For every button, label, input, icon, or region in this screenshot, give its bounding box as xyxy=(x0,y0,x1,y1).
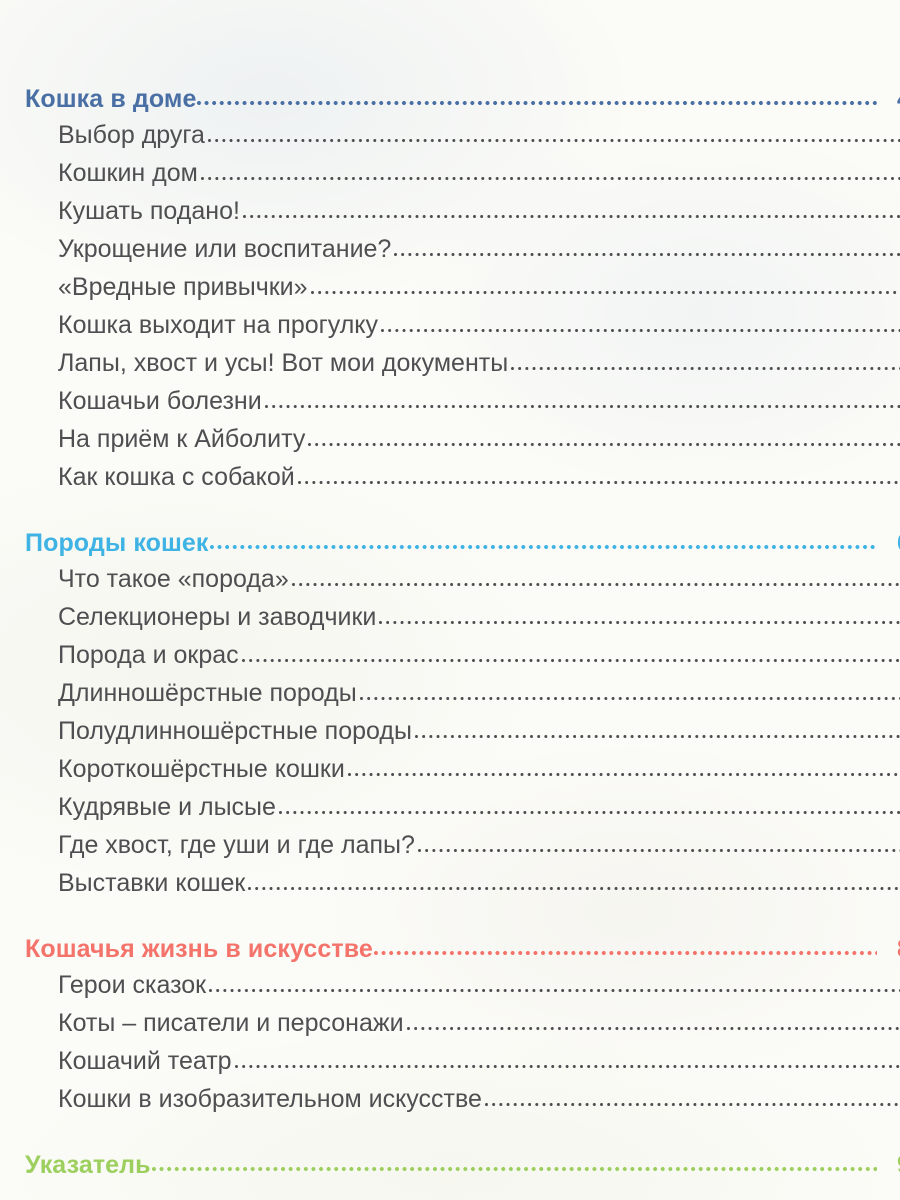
dot-leader xyxy=(347,773,900,777)
index-page-number: 94 xyxy=(879,1148,900,1182)
toc-entry[interactable]: Герои сказок86 xyxy=(0,966,900,1004)
toc-section: Кошачья жизнь в искусстве 86Герои сказок8… xyxy=(0,932,900,1118)
toc-entry[interactable]: Порода и окрас72 xyxy=(0,636,900,674)
dot-leader xyxy=(308,443,900,447)
toc-entry[interactable]: «Вредные привычки»56 xyxy=(0,268,900,306)
toc-entry[interactable]: Выбор друга48 xyxy=(0,116,900,154)
toc-section-heading[interactable]: Породы кошек 68 xyxy=(0,526,900,560)
entry-title: Селекционеры и заводчики xyxy=(58,603,377,631)
dot-leader xyxy=(197,101,877,107)
toc-entry[interactable]: Кушать подано!52 xyxy=(0,192,900,230)
dot-leader xyxy=(484,1103,900,1107)
toc-entry[interactable]: Полудлинношёрстные породы76 xyxy=(0,712,900,750)
dot-leader xyxy=(209,545,878,551)
entry-title: Кошачьи болезни xyxy=(58,387,262,415)
section-title: Породы кошек xyxy=(25,529,209,557)
dot-leader xyxy=(200,177,900,181)
entry-title: Кудрявые и лысые xyxy=(58,793,276,821)
toc-entry[interactable]: На приём к Айболиту64 xyxy=(0,420,900,458)
entry-title: Кошка выходит на прогулку xyxy=(58,311,379,339)
entry-title: Кошачий театр xyxy=(58,1047,232,1075)
toc-entry[interactable]: Что такое «порода»68 xyxy=(0,560,900,598)
dot-leader xyxy=(234,1065,900,1069)
dot-leader xyxy=(151,1167,878,1173)
toc-entry[interactable]: Кошкин дом50 xyxy=(0,154,900,192)
dot-leader xyxy=(209,989,900,993)
toc-index-heading[interactable]: Указатель 94 xyxy=(0,1148,900,1182)
dot-leader xyxy=(248,887,900,891)
entry-title: Кушать подано! xyxy=(58,197,240,225)
entry-title: Порода и окрас xyxy=(58,641,239,669)
toc-entry[interactable]: Коты – писатели и персонажи88 xyxy=(0,1004,900,1042)
entry-title: Герои сказок xyxy=(58,971,207,999)
toc-entry[interactable]: Кудрявые и лысые80 xyxy=(0,788,900,826)
dot-leader xyxy=(291,583,900,587)
toc-entry[interactable]: Лапы, хвост и усы! Вот мои документы60 xyxy=(0,344,900,382)
dot-leader xyxy=(373,951,878,957)
toc-entry[interactable]: Как кошка с собакой66 xyxy=(0,458,900,496)
entry-title: Лапы, хвост и усы! Вот мои документы xyxy=(58,349,509,377)
entry-title: Что такое «порода» xyxy=(58,565,289,593)
entry-title: Укрощение или воспитание? xyxy=(58,235,392,263)
entry-title: Длинношёрстные породы xyxy=(58,679,357,707)
dot-leader xyxy=(264,405,900,409)
toc-section-heading[interactable]: Кошка в доме 48 xyxy=(0,82,900,116)
toc-entry[interactable]: Кошачьи болезни62 xyxy=(0,382,900,420)
dot-leader xyxy=(241,659,900,663)
toc-entry[interactable]: Где хвост, где уши и где лапы?82 xyxy=(0,826,900,864)
section-title: Кошачья жизнь в искусстве xyxy=(25,935,373,963)
toc-section: Породы кошек68Что такое «порода»68Селекц… xyxy=(0,526,900,902)
section-page-number: 68 xyxy=(879,526,900,560)
toc-entry[interactable]: Укрощение или воспитание?54 xyxy=(0,230,900,268)
dot-leader xyxy=(381,329,900,333)
entry-title: Полудлинношёрстные породы xyxy=(58,717,412,745)
toc-entry[interactable]: Кошка выходит на прогулку58 xyxy=(0,306,900,344)
dot-leader xyxy=(414,735,900,739)
entry-title: Коты – писатели и персонажи xyxy=(58,1009,404,1037)
entry-title: Где хвост, где уши и где лапы? xyxy=(58,831,415,859)
entry-title: Выбор друга xyxy=(58,121,205,149)
dot-leader xyxy=(417,849,900,853)
section-page-number: 48 xyxy=(879,82,900,116)
toc-entry[interactable]: Короткошёрстные кошки78 xyxy=(0,750,900,788)
toc-index-section: Указатель 94 xyxy=(0,1148,900,1182)
toc-entry[interactable]: Выставки кошек84 xyxy=(0,864,900,902)
dot-leader xyxy=(297,481,900,485)
dot-leader xyxy=(278,811,900,815)
dot-leader xyxy=(379,621,900,625)
dot-leader xyxy=(359,697,900,701)
toc-entry[interactable]: Кошки в изобразительном искусстве92 xyxy=(0,1080,900,1118)
toc-entry[interactable]: Селекционеры и заводчики70 xyxy=(0,598,900,636)
entry-title: На приём к Айболиту xyxy=(58,425,306,453)
toc-section-heading[interactable]: Кошачья жизнь в искусстве 86 xyxy=(0,932,900,966)
entry-title: «Вредные привычки» xyxy=(58,273,308,301)
section-page-number: 86 xyxy=(879,932,900,966)
entry-title: Короткошёрстные кошки xyxy=(58,755,345,783)
dot-leader xyxy=(394,253,900,257)
entry-title: Кошки в изобразительном искусстве xyxy=(58,1085,482,1113)
dot-leader xyxy=(310,291,900,295)
section-title: Кошка в доме xyxy=(25,85,197,113)
entry-title: Как кошка с собакой xyxy=(58,463,295,491)
toc-section: Кошка в доме48Выбор друга48Кошкин дом50К… xyxy=(0,82,900,496)
entry-title: Выставки кошек xyxy=(58,869,246,897)
index-title: Указатель xyxy=(25,1151,151,1179)
dot-leader xyxy=(207,139,900,143)
toc-entry[interactable]: Длинношёрстные породы74 xyxy=(0,674,900,712)
dot-leader xyxy=(406,1027,900,1031)
toc-entry[interactable]: Кошачий театр90 xyxy=(0,1042,900,1080)
dot-leader xyxy=(242,215,900,219)
entry-title: Кошкин дом xyxy=(58,159,198,187)
dot-leader xyxy=(511,367,900,371)
